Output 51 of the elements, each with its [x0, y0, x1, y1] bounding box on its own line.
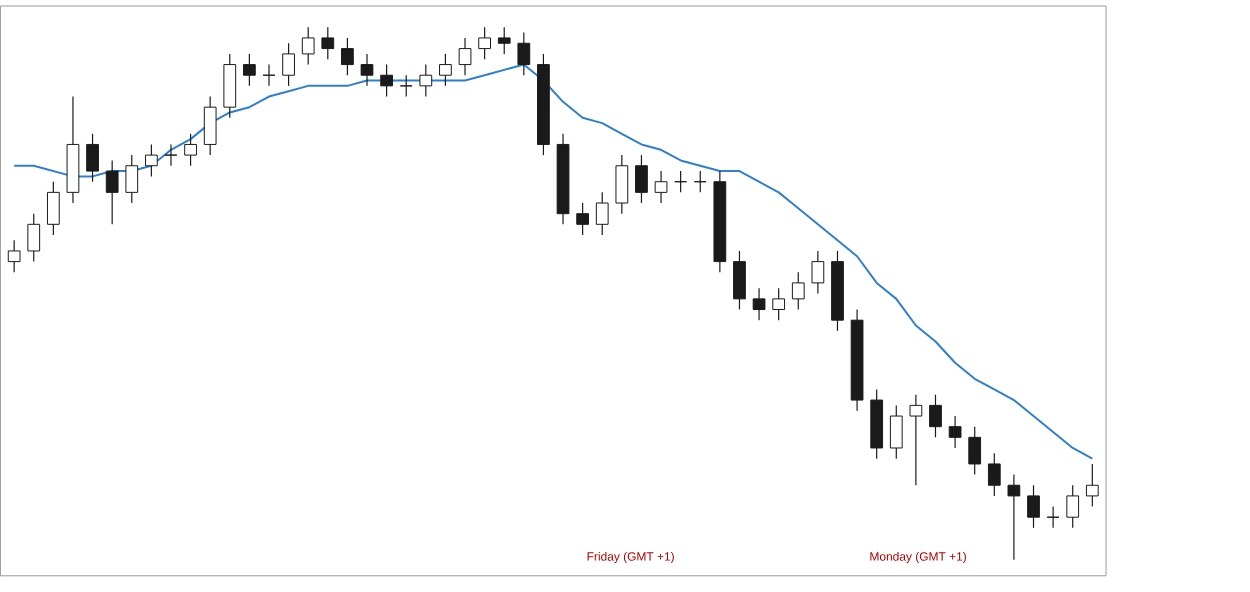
candlestick [635, 154, 648, 204]
candlestick [7, 239, 21, 273]
candlestick [674, 170, 688, 194]
candlestick [929, 394, 942, 439]
candlestick [399, 74, 413, 98]
candlestick [86, 133, 99, 183]
candlestick [1046, 506, 1060, 529]
candlestick [341, 37, 354, 76]
candlestick [1085, 463, 1099, 508]
candlestick [772, 287, 786, 321]
candlestick [223, 53, 237, 119]
candlestick [105, 159, 119, 226]
candlestick [439, 53, 452, 87]
candlestick [870, 388, 884, 460]
candlestick [909, 394, 923, 486]
candlestick [733, 250, 746, 311]
candlestick [752, 287, 766, 321]
candlestick [948, 415, 962, 449]
candlestick [262, 64, 276, 87]
candlestick [791, 271, 805, 311]
candlestick [458, 37, 472, 76]
candlestick [595, 191, 609, 236]
candlestick [360, 53, 374, 87]
candlestick [419, 64, 433, 98]
candlestick [184, 133, 197, 167]
candlestick [282, 42, 295, 87]
candlestick [811, 250, 825, 295]
candlestick [1027, 484, 1040, 529]
candlestick [164, 143, 178, 167]
candlestick [497, 26, 511, 55]
candlestick [889, 404, 903, 460]
candlestick [321, 26, 335, 60]
candlestick [1007, 474, 1021, 561]
candlestick [301, 26, 315, 66]
candlestick [243, 53, 256, 87]
candlestick [693, 170, 707, 194]
candlestick [987, 452, 1001, 497]
candlestick [1066, 484, 1080, 529]
candlestick [203, 96, 217, 156]
candlestick [46, 181, 60, 236]
candlestick [517, 32, 531, 76]
candlestick [27, 213, 41, 263]
candlestick [478, 26, 492, 60]
candlestick [654, 170, 668, 204]
candlestick [380, 64, 393, 98]
candlestick [66, 96, 80, 204]
candlestick [968, 426, 982, 476]
candlestick [576, 202, 590, 236]
candlestick [615, 154, 629, 215]
candlestick [144, 143, 158, 178]
candlestick [125, 154, 139, 204]
